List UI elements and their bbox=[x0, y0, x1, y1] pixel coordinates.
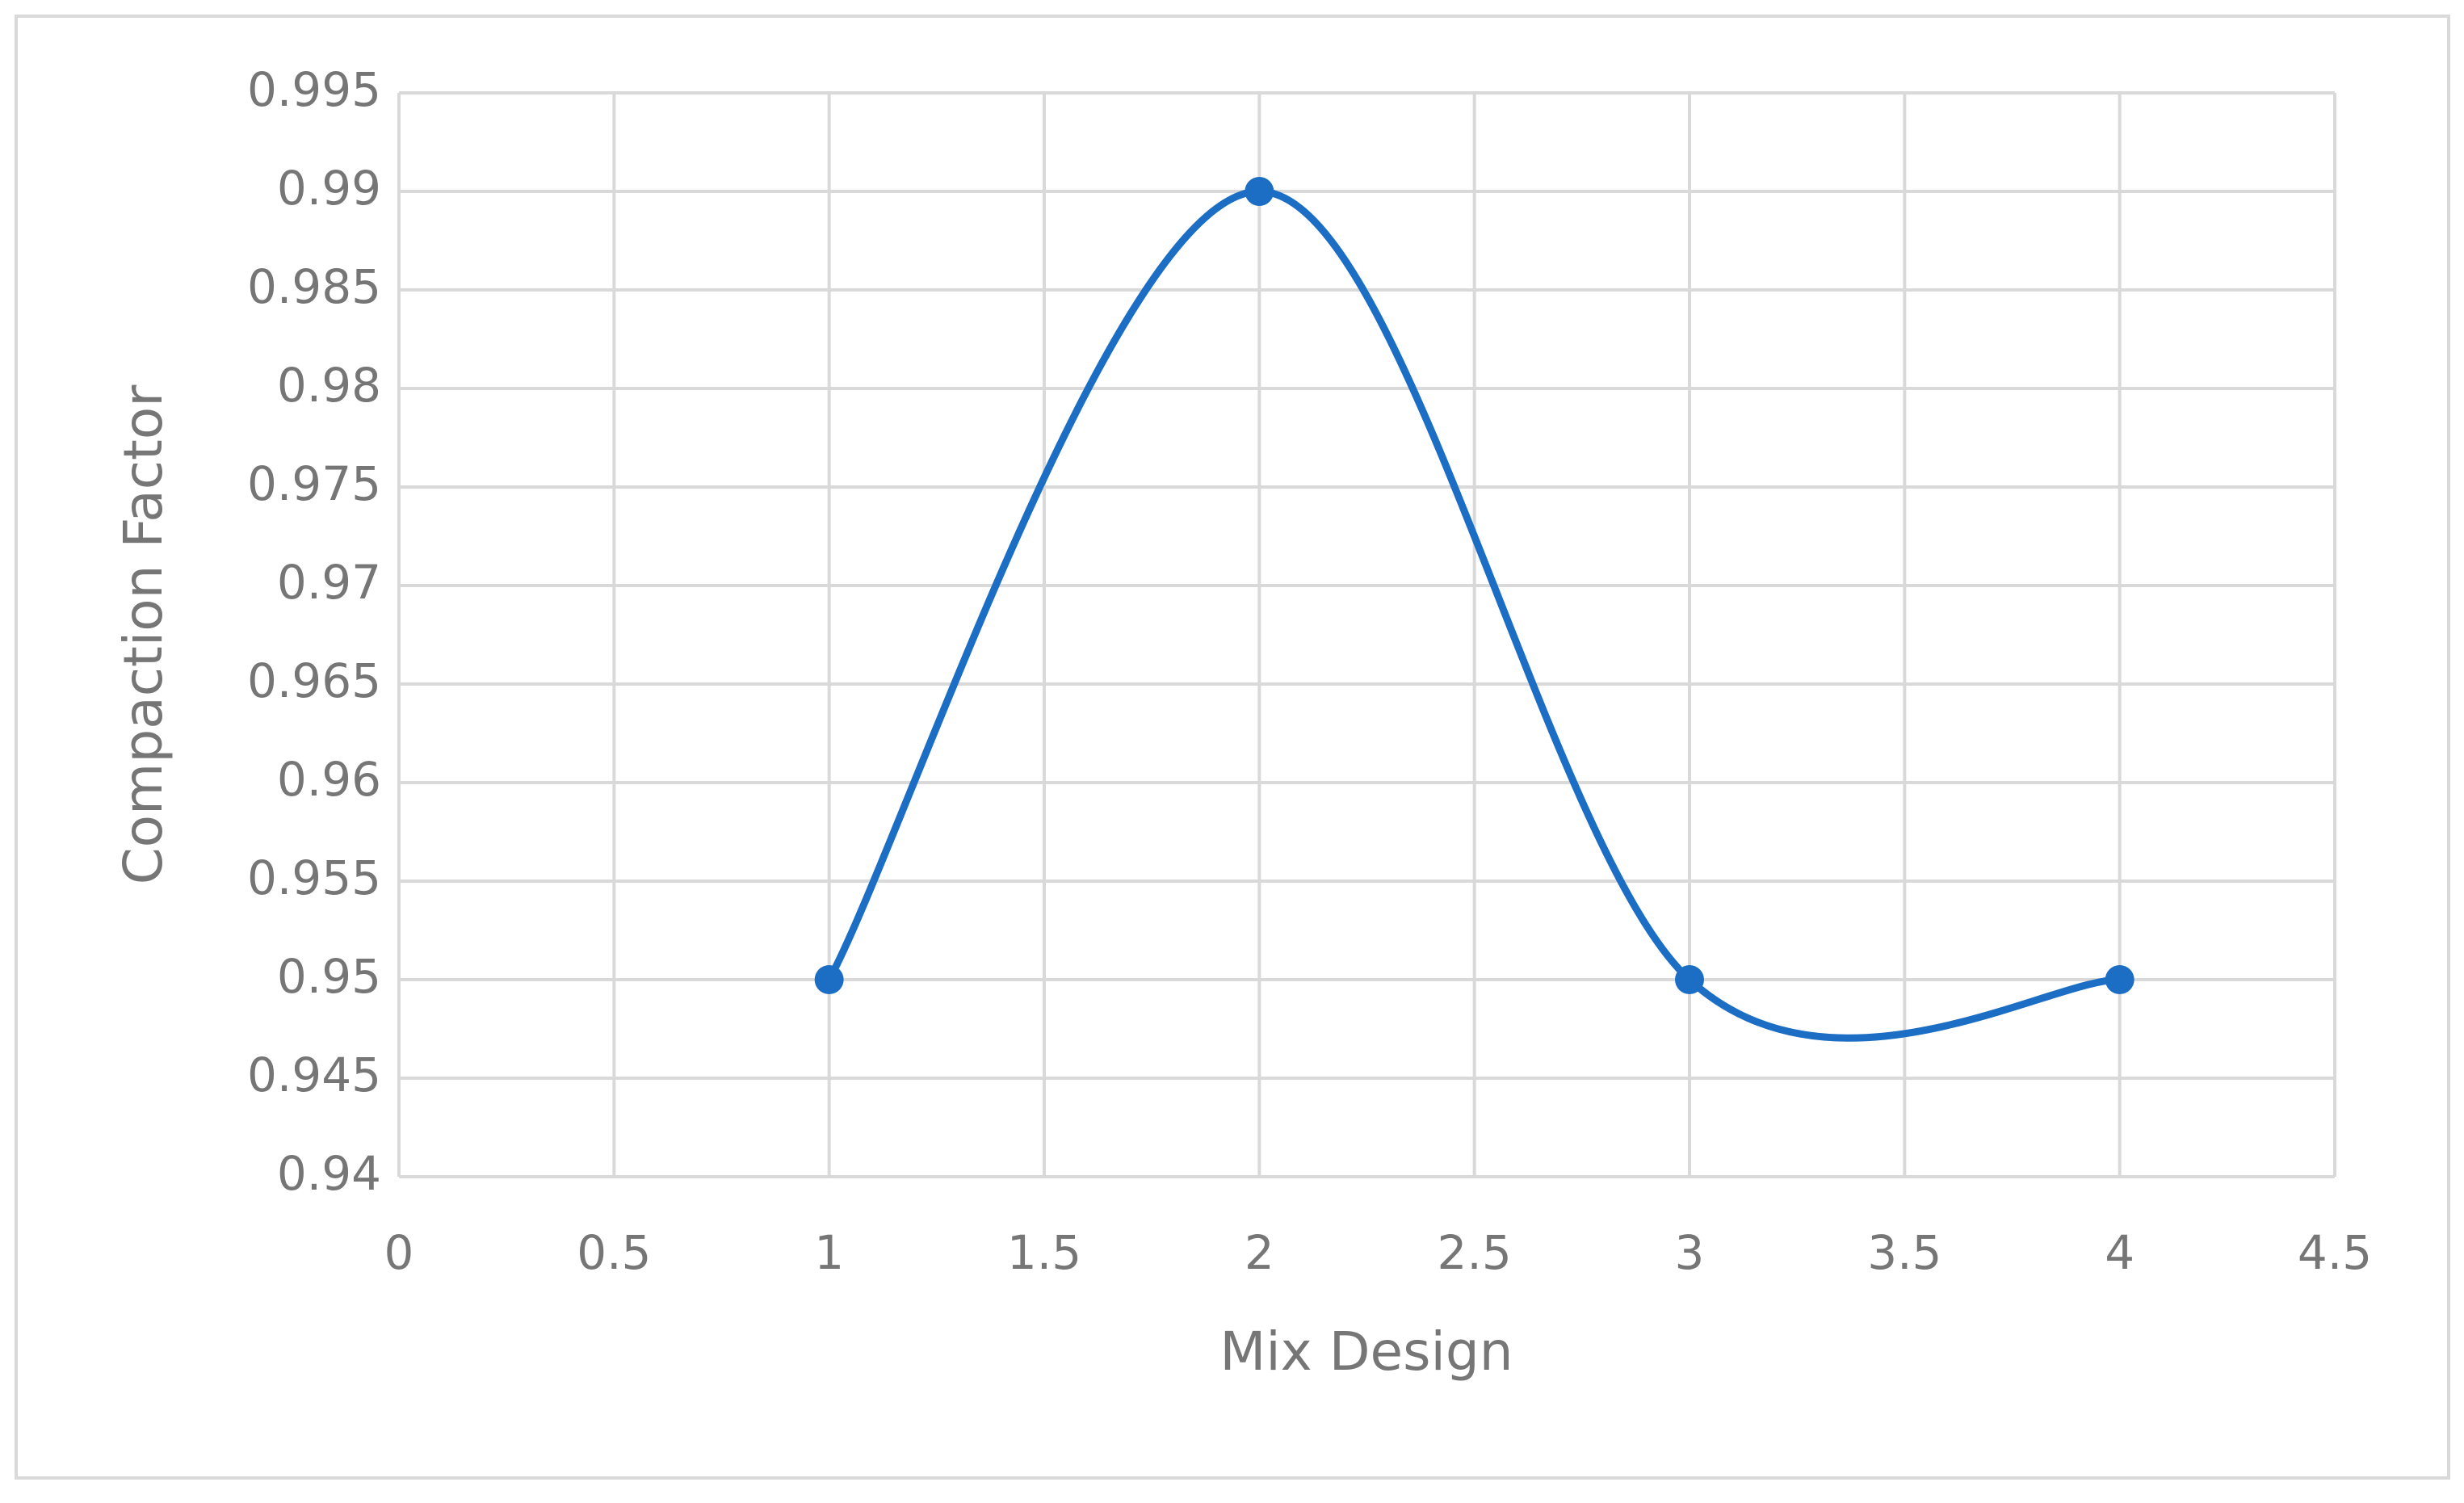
x-tick-label: 3.5 bbox=[1867, 1225, 1941, 1280]
x-tick-label: 2.5 bbox=[1438, 1225, 1512, 1280]
y-tick-label: 0.985 bbox=[247, 259, 381, 314]
y-tick-label: 0.99 bbox=[277, 161, 381, 216]
y-tick-label: 0.94 bbox=[277, 1146, 381, 1201]
x-tick-label: 4.5 bbox=[2298, 1225, 2372, 1280]
x-tick-label: 2 bbox=[1245, 1225, 1274, 1280]
x-tick-label: 0.5 bbox=[577, 1225, 651, 1280]
data-point bbox=[1245, 177, 1274, 206]
y-tick-label: 0.965 bbox=[247, 653, 381, 708]
x-tick-label: 1.5 bbox=[1007, 1225, 1081, 1280]
chart-frame bbox=[15, 15, 2450, 1480]
y-tick-label: 0.995 bbox=[247, 62, 381, 117]
x-tick-label: 1 bbox=[814, 1225, 844, 1280]
x-tick-label: 0 bbox=[384, 1225, 414, 1280]
x-tick-label: 3 bbox=[1675, 1225, 1705, 1280]
y-tick-label: 0.955 bbox=[247, 850, 381, 905]
series-line bbox=[825, 187, 2120, 1042]
x-tick-label: 4 bbox=[2105, 1225, 2134, 1280]
data-point bbox=[2105, 965, 2134, 994]
y-tick-label: 0.98 bbox=[277, 358, 381, 413]
y-axis-title: Compaction Factor bbox=[112, 384, 174, 885]
data-point bbox=[1675, 965, 1704, 994]
y-tick-label: 0.945 bbox=[247, 1047, 381, 1102]
y-tick-label: 0.97 bbox=[277, 555, 381, 610]
y-tick-label: 0.95 bbox=[277, 949, 381, 1004]
y-tick-label: 0.975 bbox=[247, 456, 381, 511]
x-axis-title: Mix Design bbox=[1219, 1320, 1513, 1383]
data-point bbox=[814, 965, 844, 994]
y-tick-label: 0.96 bbox=[277, 752, 381, 807]
